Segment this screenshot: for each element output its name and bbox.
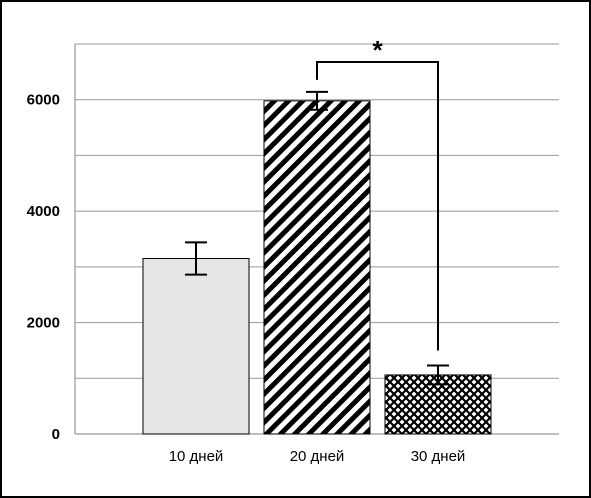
significance-bracket-line [316, 61, 439, 351]
bars [142, 100, 492, 435]
y-tick-label: 4000 [27, 203, 60, 220]
x-tick-label: 10 дней [169, 448, 224, 465]
y-tick-label: 2000 [27, 315, 60, 332]
significance-bracket: * [316, 35, 439, 351]
labels: 0 2000 4000 6000 10 дней 20 дней 30 дней [27, 92, 466, 465]
x-tick-label: 30 дней [411, 448, 466, 465]
x-tick-label: 20 дней [290, 448, 345, 465]
significance-marker: * [372, 35, 383, 65]
bar [142, 258, 250, 435]
y-tick-label: 6000 [27, 92, 60, 109]
error-bars [185, 90, 449, 386]
bar [263, 100, 371, 435]
y-tick-label: 0 [52, 426, 60, 443]
